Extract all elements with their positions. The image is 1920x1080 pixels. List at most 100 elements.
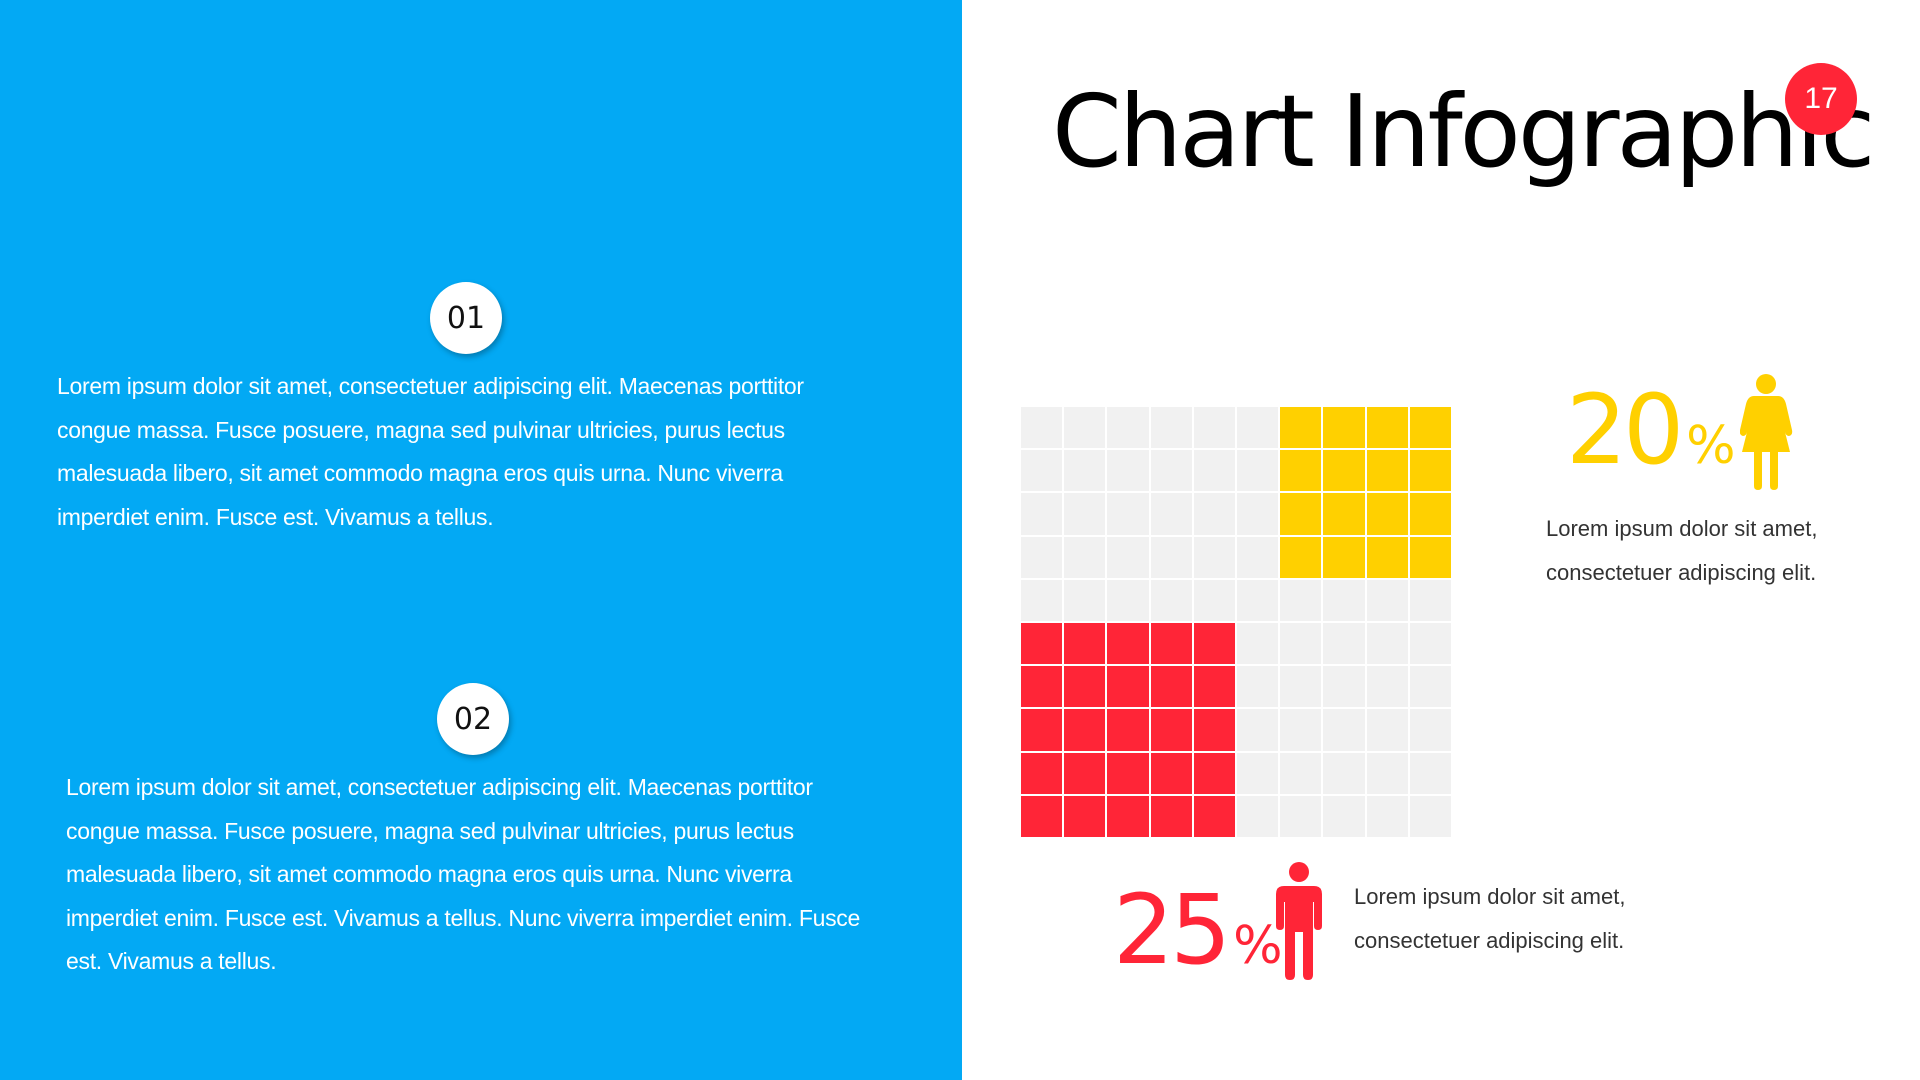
- waffle-cell: [1323, 795, 1365, 837]
- woman-icon: [1740, 374, 1793, 490]
- man-icon: [1276, 862, 1322, 980]
- male-stat-description: Lorem ipsum dolor sit amet, consectetuer…: [1354, 875, 1625, 963]
- waffle-cell: [1237, 450, 1279, 492]
- section-number-badge-02: 02: [437, 683, 509, 755]
- waffle-cell: [1150, 493, 1192, 535]
- waffle-cell: [1150, 407, 1192, 449]
- waffle-cell-female: [1323, 407, 1365, 449]
- waffle-cell-female: [1409, 493, 1451, 535]
- waffle-cell-male: [1107, 709, 1149, 751]
- waffle-cell: [1237, 493, 1279, 535]
- waffle-cell: [1366, 795, 1408, 837]
- waffle-cell-male: [1064, 666, 1106, 708]
- waffle-cell-female: [1409, 536, 1451, 578]
- waffle-cell: [1021, 407, 1063, 449]
- section-paragraph-01: Lorem ipsum dolor sit amet, consectetuer…: [57, 365, 804, 539]
- waffle-cell: [1150, 536, 1192, 578]
- waffle-cell: [1193, 536, 1235, 578]
- waffle-cell-female: [1409, 407, 1451, 449]
- waffle-cell: [1193, 493, 1235, 535]
- waffle-cell-male: [1021, 623, 1063, 665]
- paragraph-line: malesuada libero, sit amet commodo magna…: [66, 861, 792, 887]
- waffle-cell: [1323, 709, 1365, 751]
- waffle-cell: [1280, 623, 1322, 665]
- paragraph-line: imperdiet enim. Fusce est. Vivamus a tel…: [66, 904, 860, 931]
- waffle-cell-male: [1064, 752, 1106, 794]
- waffle-cell: [1021, 536, 1063, 578]
- waffle-cell: [1021, 579, 1063, 621]
- paragraph-line: congue massa. Fusce posuere, magna sed p…: [57, 416, 785, 443]
- waffle-chart: [1021, 407, 1451, 837]
- page-number-badge: 17: [1785, 63, 1857, 135]
- waffle-cell: [1193, 407, 1235, 449]
- waffle-cell-male: [1064, 623, 1106, 665]
- male-stat-value: 25%: [1113, 882, 1283, 994]
- page-title: Chart Infographic: [1052, 73, 1875, 190]
- paragraph-line: congue massa. Fusce posuere, magna sed p…: [66, 817, 794, 844]
- waffle-cell-male: [1107, 666, 1149, 708]
- female-percent-number: 20: [1566, 374, 1684, 486]
- waffle-cell: [1064, 493, 1106, 535]
- waffle-cell: [1193, 579, 1235, 621]
- waffle-cell: [1064, 579, 1106, 621]
- waffle-cell: [1409, 666, 1451, 708]
- waffle-cell: [1237, 407, 1279, 449]
- waffle-cell: [1237, 666, 1279, 708]
- waffle-cell-male: [1193, 709, 1235, 751]
- waffle-cell: [1064, 536, 1106, 578]
- waffle-cell: [1021, 450, 1063, 492]
- waffle-cell-male: [1193, 666, 1235, 708]
- waffle-cell: [1280, 795, 1322, 837]
- waffle-cell: [1107, 579, 1149, 621]
- waffle-cell: [1323, 623, 1365, 665]
- paragraph-line: imperdiet enim. Fusce est. Vivamus a tel…: [57, 503, 494, 530]
- waffle-cell-male: [1107, 752, 1149, 794]
- waffle-cell: [1409, 579, 1451, 621]
- left-panel: 01 Lorem ipsum dolor sit amet, consectet…: [0, 0, 962, 1080]
- waffle-cell-male: [1150, 666, 1192, 708]
- waffle-cell: [1366, 623, 1408, 665]
- waffle-cell-male: [1193, 752, 1235, 794]
- female-stat-value: 20%: [1566, 382, 1736, 494]
- waffle-cell: [1280, 666, 1322, 708]
- waffle-cell: [1064, 450, 1106, 492]
- waffle-cell-female: [1280, 407, 1322, 449]
- waffle-cell-female: [1366, 536, 1408, 578]
- desc-line: Lorem ipsum dolor sit amet,: [1354, 884, 1626, 909]
- waffle-cell-female: [1366, 450, 1408, 492]
- waffle-cell-male: [1064, 795, 1106, 837]
- waffle-cell-female: [1323, 493, 1365, 535]
- waffle-cell: [1107, 493, 1149, 535]
- waffle-cell: [1409, 709, 1451, 751]
- waffle-cell: [1366, 709, 1408, 751]
- waffle-cell-male: [1064, 709, 1106, 751]
- waffle-cell: [1107, 536, 1149, 578]
- waffle-cell: [1107, 407, 1149, 449]
- waffle-cell-female: [1366, 493, 1408, 535]
- male-percent-number: 25: [1113, 874, 1231, 986]
- waffle-cell-male: [1150, 623, 1192, 665]
- waffle-cell-female: [1323, 536, 1365, 578]
- waffle-cell: [1280, 579, 1322, 621]
- section-paragraph-02: Lorem ipsum dolor sit amet, consectetuer…: [66, 766, 860, 984]
- waffle-cell-female: [1366, 407, 1408, 449]
- waffle-cell: [1323, 752, 1365, 794]
- female-percent-sign: %: [1686, 416, 1736, 476]
- waffle-cell-female: [1280, 493, 1322, 535]
- waffle-cell-female: [1409, 450, 1451, 492]
- waffle-cell-male: [1021, 709, 1063, 751]
- desc-line: consectetuer adipiscing elit.: [1546, 560, 1817, 585]
- page-number: 17: [1804, 82, 1838, 115]
- waffle-cell-male: [1107, 623, 1149, 665]
- waffle-cell: [1366, 666, 1408, 708]
- waffle-cell: [1366, 752, 1408, 794]
- waffle-cell-male: [1150, 795, 1192, 837]
- waffle-cell: [1323, 579, 1365, 621]
- waffle-cell: [1409, 795, 1451, 837]
- waffle-cell-male: [1021, 666, 1063, 708]
- waffle-cell: [1237, 709, 1279, 751]
- waffle-cell: [1280, 752, 1322, 794]
- waffle-cell-female: [1280, 450, 1322, 492]
- male-percent-sign: %: [1233, 916, 1283, 976]
- waffle-cell: [1237, 623, 1279, 665]
